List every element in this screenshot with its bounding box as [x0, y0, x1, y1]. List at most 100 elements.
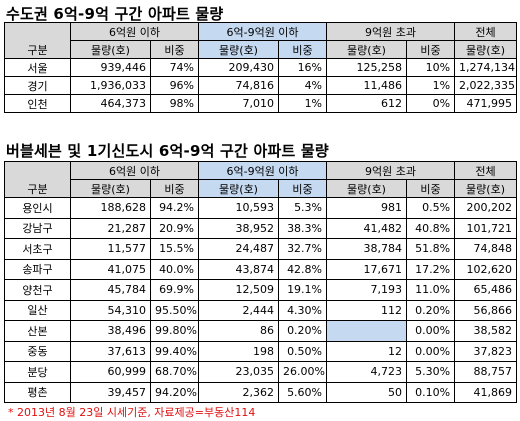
table1-subheader-row: 물량(호) 비중 물량(호) 비중 물량(호) 비중 물량(호): [5, 40, 518, 59]
table-cell: 16%: [278, 58, 328, 77]
table-row: 강남구 21,287 20.9% 38,952 38.3% 41,482 40.…: [4, 217, 518, 239]
table-cell: 50: [326, 381, 408, 403]
table2-subheader: 비중: [149, 179, 200, 198]
table-cell: 17.2%: [406, 258, 456, 280]
table-cell: 23,035: [198, 361, 280, 383]
region-label: 인천: [4, 94, 71, 113]
table2-subheader: 물량(호): [70, 179, 151, 198]
table1-group-header: 전체: [454, 22, 518, 41]
table-cell: 74%: [149, 58, 200, 77]
table-cell: 1%: [406, 76, 456, 95]
table2-group-header-row: 구분 6억원 이하 6억-9억원 이하 9억원 초과 전체: [4, 161, 518, 198]
table-cell: 612: [326, 94, 408, 113]
table1-subheader: 비중: [406, 40, 456, 59]
table-cell: 41,482: [326, 217, 408, 239]
table-cell: 11,577: [70, 238, 151, 260]
table2-subheader: 비중: [278, 179, 328, 198]
table-cell: 7,010: [198, 94, 280, 113]
table-cell: 15.5%: [149, 238, 200, 260]
table-cell: 0.50%: [278, 340, 328, 362]
table-cell: 19.1%: [278, 279, 328, 301]
table-cell: [326, 320, 408, 342]
table-cell: 12,509: [198, 279, 280, 301]
table-cell: 939,446: [70, 58, 151, 77]
table-cell: 464,373: [70, 94, 151, 113]
table1-subheader: 비중: [149, 40, 200, 59]
table-cell: 38.3%: [278, 217, 328, 239]
table-row: 용인시 188,628 94.2% 10,593 5.3% 981 0.5% 2…: [4, 197, 518, 219]
table-cell: 209,430: [198, 58, 280, 77]
table-cell: 38,582: [454, 320, 518, 342]
table-cell: 20.9%: [149, 217, 200, 239]
table-cell: 32.7%: [278, 238, 328, 260]
table-cell: 11.0%: [406, 279, 456, 301]
table1-subheader: 물량(호): [198, 40, 280, 59]
table-cell: 200,202: [454, 197, 518, 219]
table-cell: 11,486: [326, 76, 408, 95]
table-cell: 1,936,033: [70, 76, 151, 95]
table-cell: 65,486: [454, 279, 518, 301]
table-row: 평촌 39,457 94.20% 2,362 5.60% 50 0.10% 41…: [4, 381, 518, 403]
table-row: 서울 939,446 74% 209,430 16% 125,258 10% 1…: [4, 58, 518, 77]
table-cell: 5.3%: [278, 197, 328, 219]
table-cell: 2,362: [198, 381, 280, 403]
table-cell: 981: [326, 197, 408, 219]
table-cell: 38,496: [70, 320, 151, 342]
table-cell: 10,593: [198, 197, 280, 219]
table-row: 중동 37,613 99.40% 198 0.50% 12 0.00% 37,8…: [4, 340, 518, 362]
table-cell: 38,784: [326, 238, 408, 260]
table-cell: 188,628: [70, 197, 151, 219]
table-cell: 4%: [278, 76, 328, 95]
region-label: 서울: [4, 58, 71, 77]
table1: 구분 6억원 이하 6억-9억원 이하 9억원 초과 전체 물량(호) 비중 물…: [4, 22, 518, 113]
table-cell: 56,866: [454, 299, 518, 321]
table1-group-header: 9억원 초과: [326, 22, 456, 41]
region-label: 양천구: [4, 279, 71, 301]
table1-group-header: 6억-9억원 이하: [198, 22, 328, 41]
table-cell: 26.00%: [278, 361, 328, 383]
footnote: * 2013년 8월 23일 시세기준, 자료제공=부동산114: [8, 406, 256, 419]
table-cell: 39,457: [70, 381, 151, 403]
table1-group-header-row: 구분 6억원 이하 6억-9억원 이하 9억원 초과 전체: [4, 22, 518, 59]
table-cell: 68.70%: [149, 361, 200, 383]
table-cell: 5.60%: [278, 381, 328, 403]
table-cell: 1%: [278, 94, 328, 113]
table-cell: 94.2%: [149, 197, 200, 219]
table-cell: 0.20%: [406, 299, 456, 321]
table-cell: 0%: [406, 94, 456, 113]
table-cell: 0.10%: [406, 381, 456, 403]
table-cell: 74,816: [198, 76, 280, 95]
table2-subheader: 물량(호): [326, 179, 408, 198]
table-cell: 94.20%: [149, 381, 200, 403]
table2-subheader: 물량(호): [198, 179, 280, 198]
table2-subheader: 물량(호): [454, 179, 518, 198]
region-label: 일산: [4, 299, 71, 321]
table-row: 양천구 45,784 69.9% 12,509 19.1% 7,193 11.0…: [4, 279, 518, 301]
table-cell: 17,671: [326, 258, 408, 280]
table-cell: 24,487: [198, 238, 280, 260]
table-cell: 102,620: [454, 258, 518, 280]
table-row: 인천 464,373 98% 7,010 1% 612 0% 471,995: [4, 94, 518, 113]
table2-group-header: 9억원 초과: [326, 161, 456, 180]
table1-subheader: 물량(호): [70, 40, 151, 59]
table2-group-header: 전체: [454, 161, 518, 180]
table-cell: 0.5%: [406, 197, 456, 219]
table-cell: 2,444: [198, 299, 280, 321]
table1-subheader: 비중: [278, 40, 328, 59]
table-row: 경기 1,936,033 96% 74,816 4% 11,486 1% 2,0…: [4, 76, 518, 95]
table-cell: 10%: [406, 58, 456, 77]
table-cell: 2,022,335: [454, 76, 518, 95]
table-cell: 37,823: [454, 340, 518, 362]
table-cell: 1,274,134: [454, 58, 518, 77]
table-cell: 42.8%: [278, 258, 328, 280]
table2-corner-label: 구분: [4, 161, 71, 198]
table-cell: 43,874: [198, 258, 280, 280]
table-cell: 40.8%: [406, 217, 456, 239]
table-cell: 0.00%: [406, 320, 456, 342]
table-cell: 51.8%: [406, 238, 456, 260]
table-cell: 74,848: [454, 238, 518, 260]
table-cell: 86: [198, 320, 280, 342]
table-cell: 112: [326, 299, 408, 321]
table2-group-header: 6억-9억원 이하: [198, 161, 328, 180]
region-label: 용인시: [4, 197, 71, 219]
